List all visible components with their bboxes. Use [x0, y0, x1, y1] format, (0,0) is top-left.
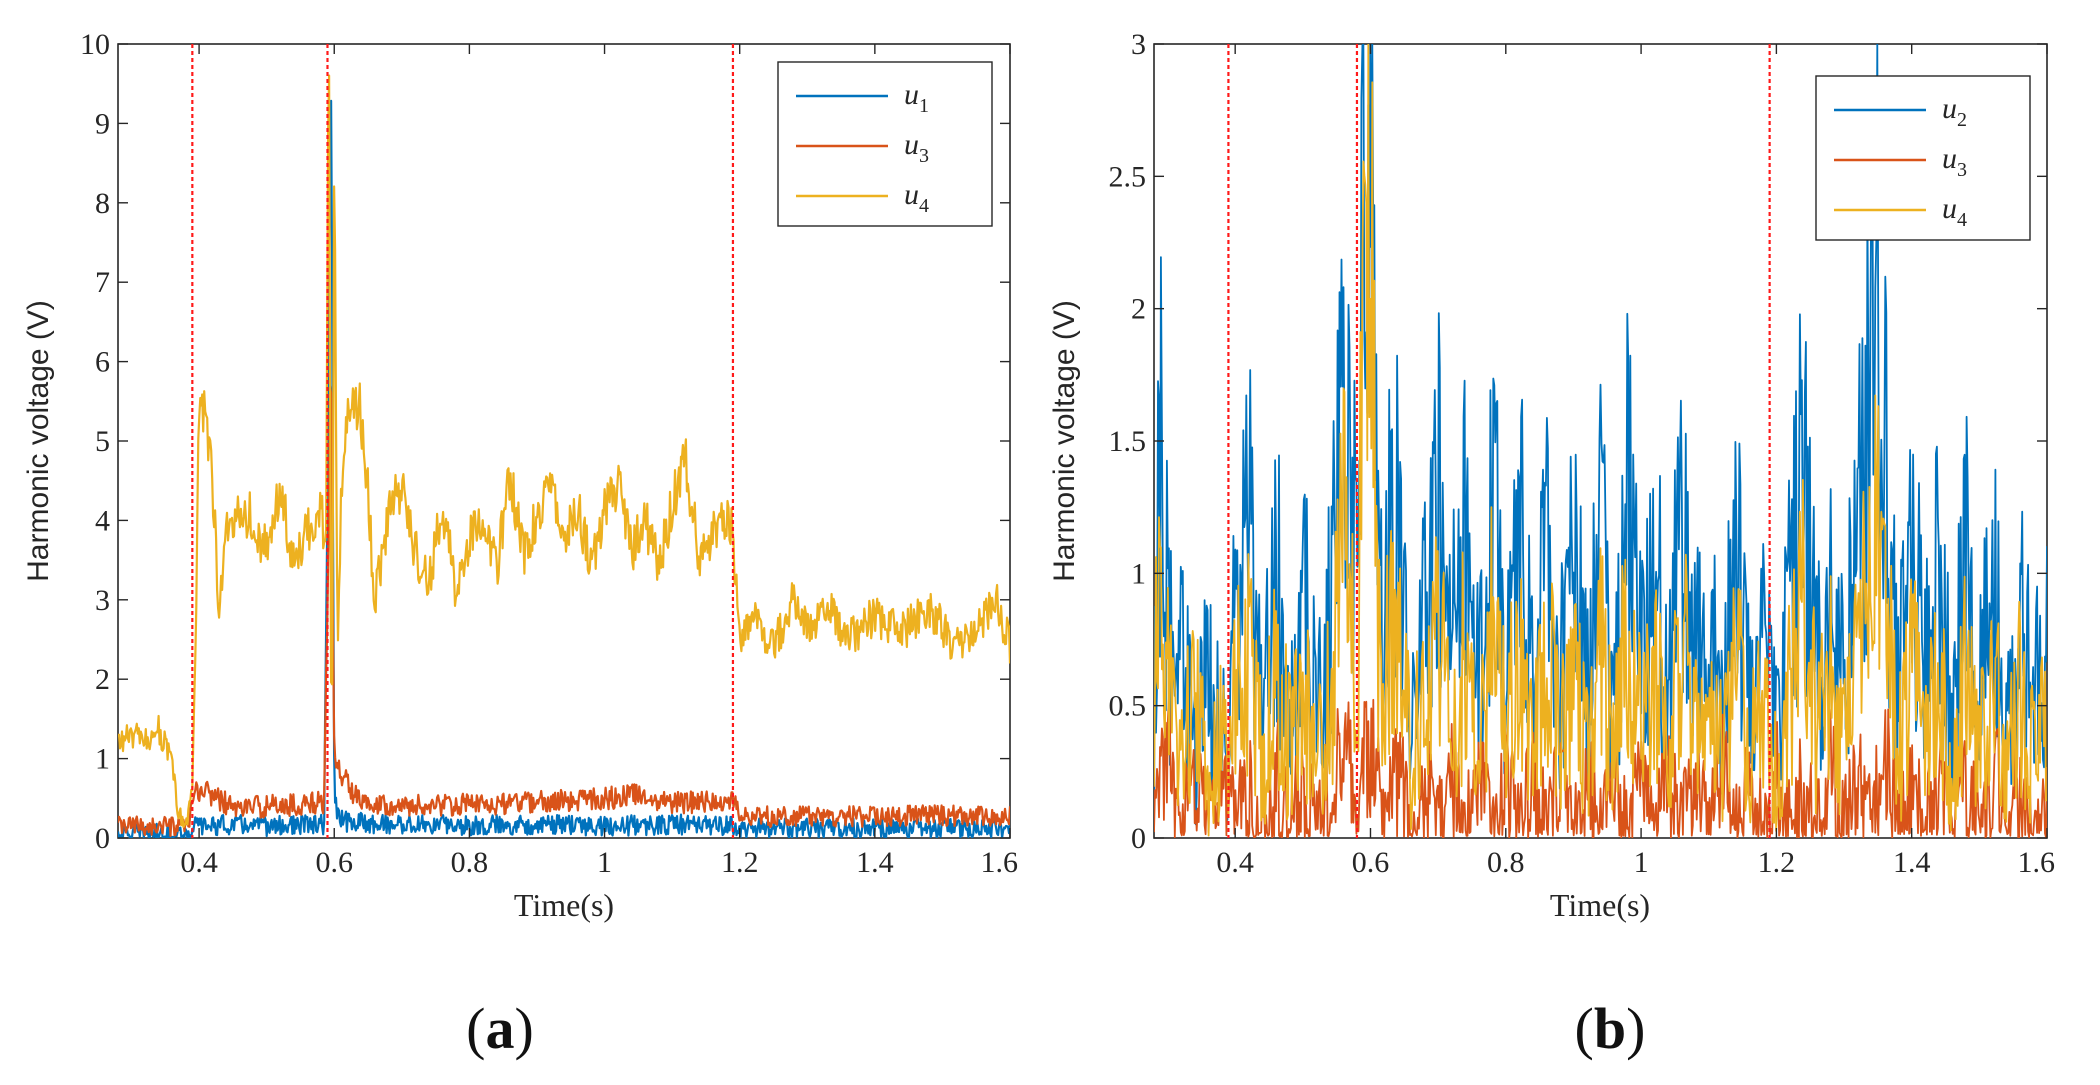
y-ticks-a: 0 1 2 3 4 5 6 7 8 9 10 [80, 28, 1010, 855]
x-tick-label-b: 1.4 [1893, 846, 1931, 879]
y-tick-label-a: 8 [95, 187, 110, 220]
y-tick-label-b: 1 [1131, 557, 1146, 590]
series-line-u1-a [118, 99, 1010, 838]
x-tick-label-a: 0.6 [315, 846, 353, 879]
legend-items-b: u2 u3 u4 [1834, 92, 1967, 231]
y-tick-label-a: 3 [95, 584, 110, 617]
legend-label-u1-a: u1 [904, 78, 929, 117]
x-tick-label-a: 1.2 [721, 846, 759, 879]
x-tick-label-a: 0.8 [451, 846, 489, 879]
series-line-u2-b [1154, 44, 2047, 826]
x-tick-label-b: 0.8 [1487, 846, 1525, 879]
x-ticks-b: 0.4 0.6 0.8 1 1.2 1.4 1.6 [1216, 44, 2055, 879]
series-group-b [1154, 44, 2047, 838]
legend-box-b [1815, 75, 2031, 241]
y-tick-label-a: 7 [95, 266, 110, 299]
x-tick-label-b: 1.2 [1758, 846, 1796, 879]
y-tick-label-b: 3 [1131, 28, 1146, 61]
legend-label-u3-b: u3 [1942, 142, 1967, 181]
x-tick-label-a: 1 [597, 846, 612, 879]
y-tick-label-a: 5 [95, 425, 110, 458]
y-tick-label-b: 2.5 [1109, 160, 1147, 193]
y-ticks-b: 0 0.5 1 1.5 2 2.5 3 [1109, 28, 2047, 855]
event-lines-b [1227, 44, 1771, 838]
panel-label-b: (b) [1575, 996, 1646, 1061]
chart-panel-b: 0 0.5 1 1.5 2 2.5 3 0.4 0.6 0.8 1 1.2 1.4 1.6 Time(s… [1048, 28, 2055, 1061]
legend-label-u4-b: u4 [1942, 192, 1967, 231]
y-tick-label-b: 2 [1131, 293, 1146, 326]
legend-items-a: u1 u3 u4 [796, 78, 929, 217]
x-tick-label-b: 0.6 [1352, 846, 1390, 879]
x-tick-label-a: 1.4 [856, 846, 894, 879]
series-line-u3-a [118, 385, 1010, 838]
x-axis-label-a: Time(s) [514, 887, 614, 923]
legend-box-a [777, 61, 993, 227]
series-line-u3-b [1154, 695, 2047, 838]
x-tick-label-b: 1.6 [2018, 846, 2056, 879]
x-tick-label-b: 0.4 [1216, 846, 1254, 879]
y-axis-label-a: Harmonic voltage (V) [22, 300, 55, 582]
panel-letter-a: a [486, 996, 515, 1061]
event-lines-a [191, 44, 735, 838]
legend-label-u4-a: u4 [904, 178, 929, 217]
x-axis-label-b: Time(s) [1550, 887, 1650, 923]
x-tick-label-a: 1.6 [981, 846, 1019, 879]
legend-b: u2 u3 u4 [1815, 75, 2031, 241]
series-line-u4-b [1154, 44, 2047, 837]
y-tick-label-a: 4 [95, 504, 110, 537]
y-tick-label-b: 0.5 [1109, 690, 1147, 723]
series-group-a [118, 74, 1010, 838]
panel-label-a: (a) [466, 996, 534, 1061]
y-tick-label-b: 0 [1131, 822, 1146, 855]
y-tick-label-a: 0 [95, 822, 110, 855]
series-line-u4-a [118, 74, 1010, 828]
y-tick-label-b: 1.5 [1109, 425, 1147, 458]
y-tick-label-a: 2 [95, 663, 110, 696]
legend-a: u1 u3 u4 [777, 61, 993, 227]
legend-label-u3-a: u3 [904, 128, 929, 167]
y-tick-label-a: 10 [80, 28, 110, 61]
x-tick-label-b: 1 [1634, 846, 1649, 879]
legend-label-u2-b: u2 [1942, 92, 1967, 131]
panel-letter-b: b [1594, 996, 1626, 1061]
y-tick-label-a: 6 [95, 346, 110, 379]
y-tick-label-a: 9 [95, 107, 110, 140]
x-ticks-a: 0.4 0.6 0.8 1 1.2 1.4 1.6 [180, 44, 1018, 879]
x-tick-label-a: 0.4 [180, 846, 218, 879]
y-tick-label-a: 1 [95, 743, 110, 776]
y-axis-label-b: Harmonic voltage (V) [1048, 300, 1081, 582]
chart-panel-a: 0 1 2 3 4 5 6 7 8 9 10 0.4 0.6 0.8 1 1.2 1.4 1.6 Time(s)… [22, 28, 1018, 1061]
